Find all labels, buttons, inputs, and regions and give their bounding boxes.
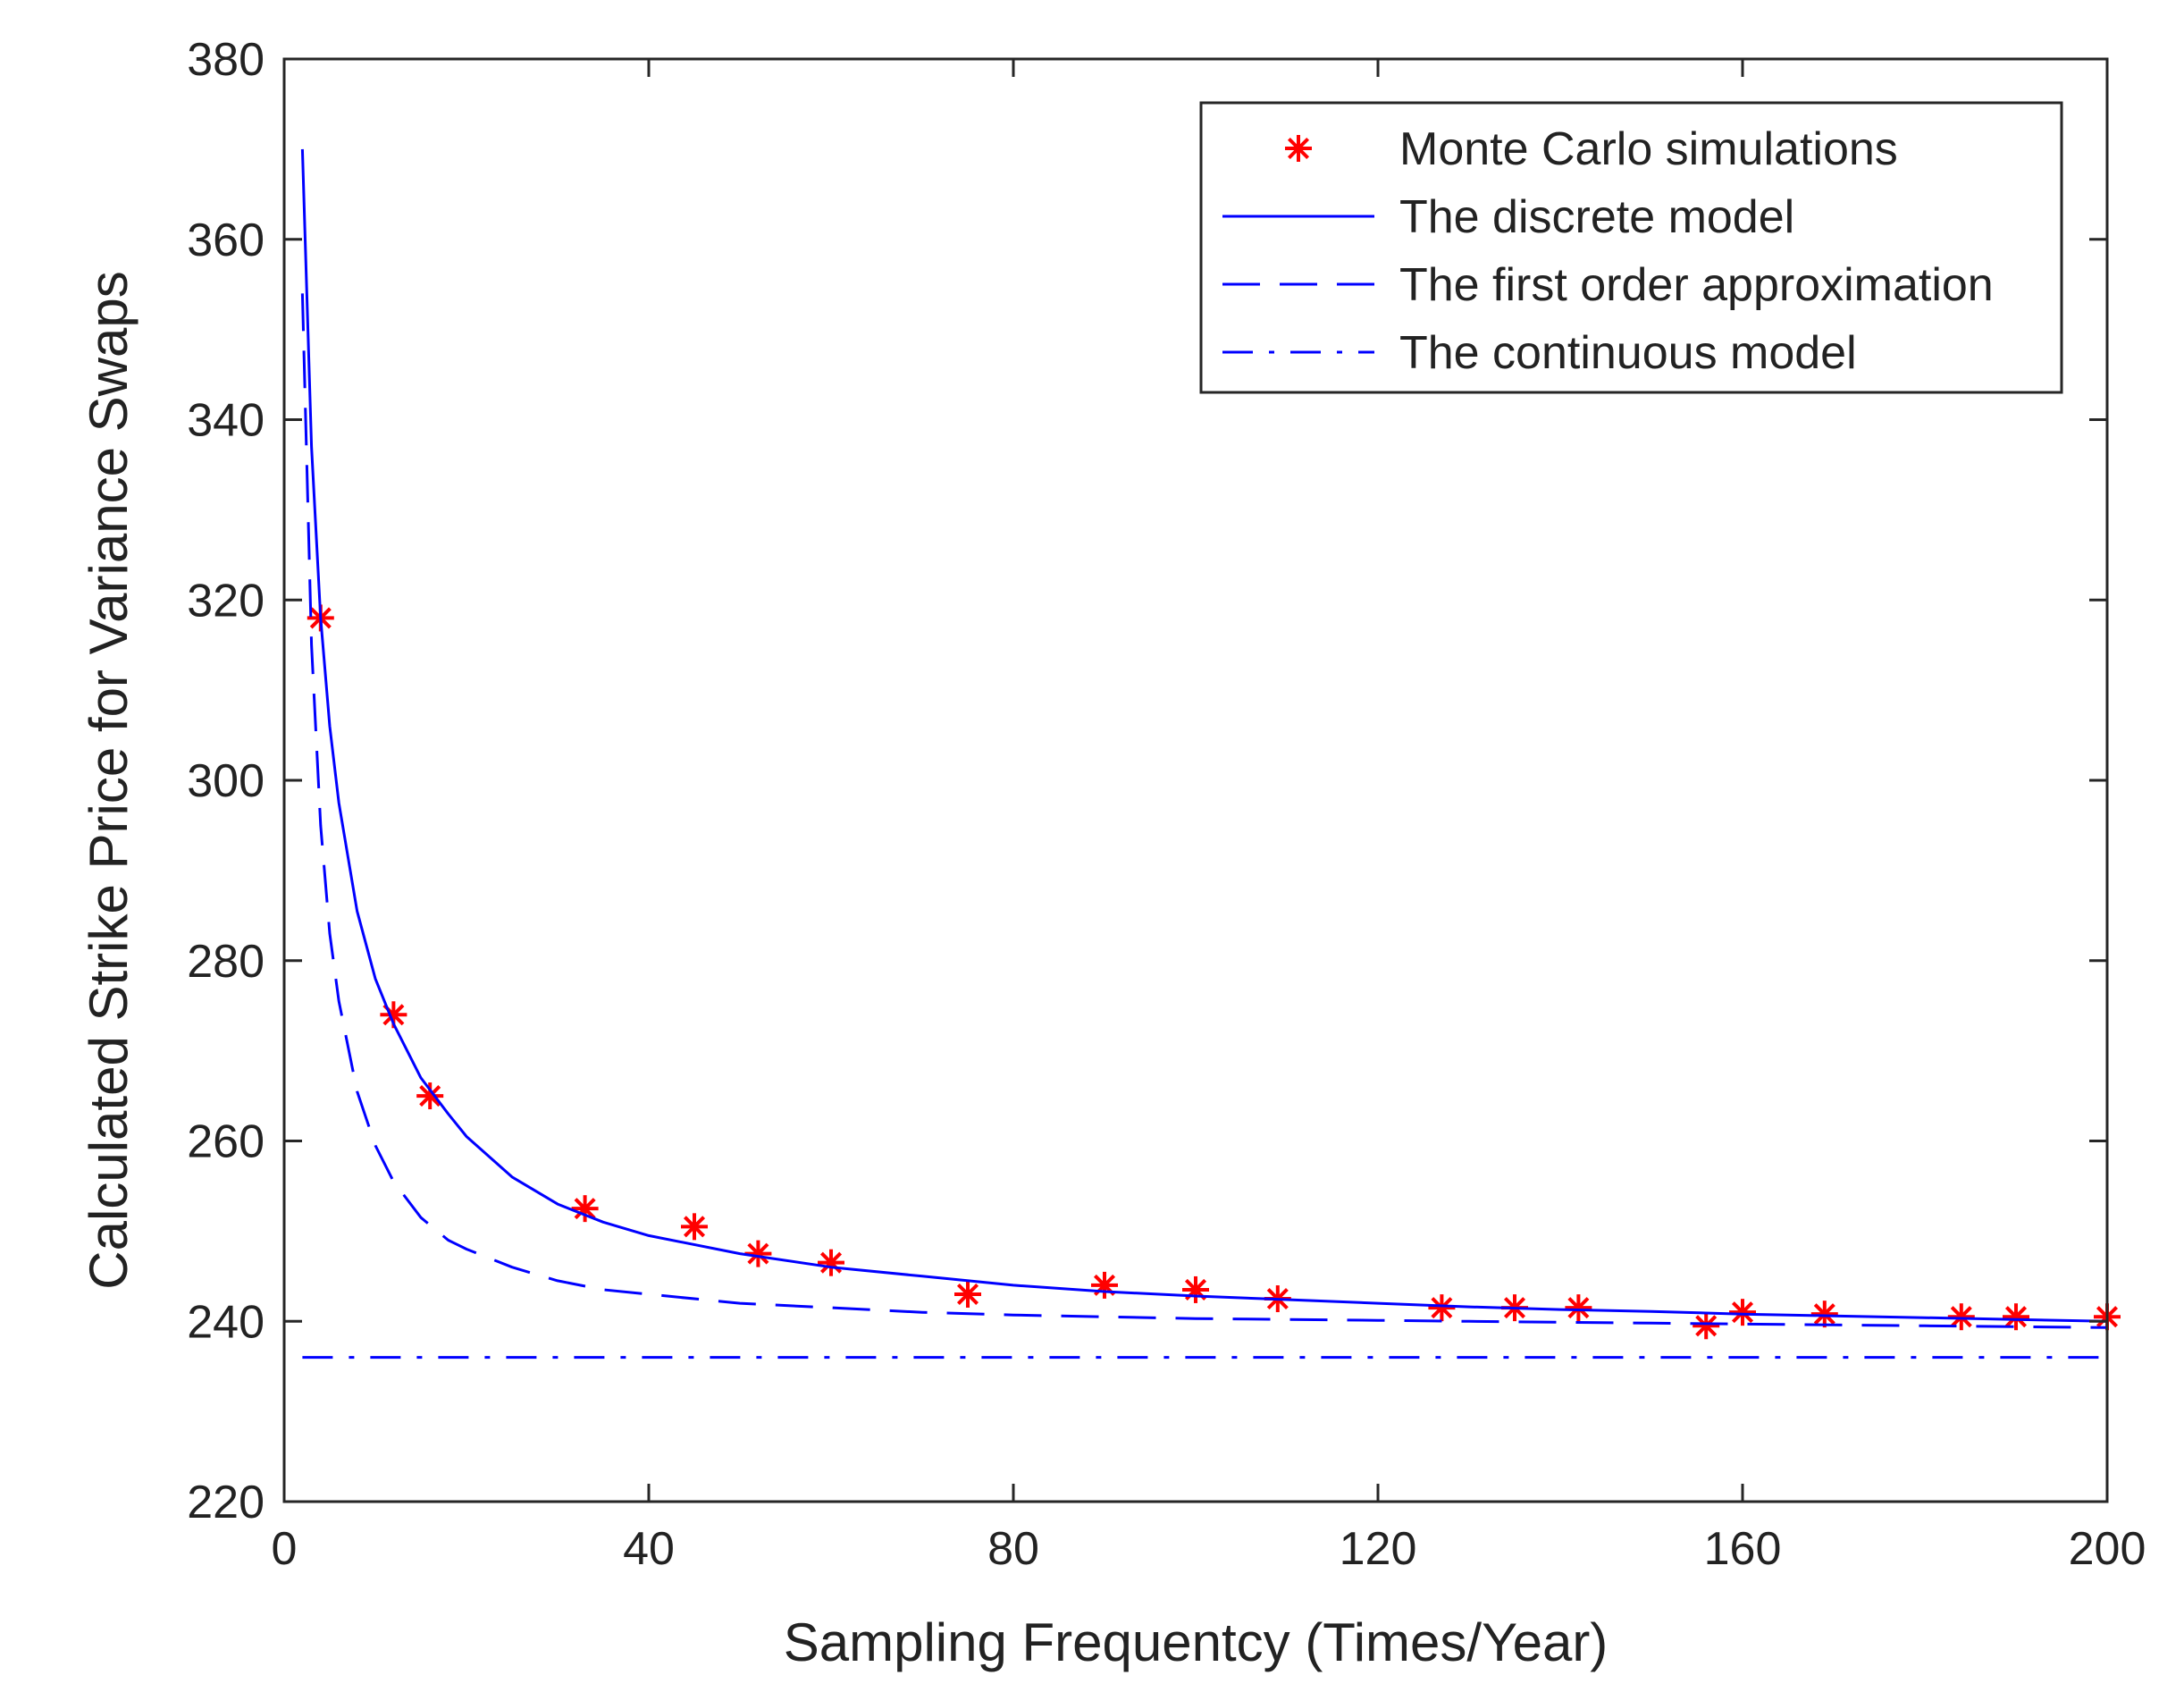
x-tick-label: 80 <box>987 1523 1039 1575</box>
monte-carlo-point <box>1182 1275 1209 1303</box>
x-tick-label: 160 <box>1704 1523 1782 1575</box>
monte-carlo-point <box>1091 1271 1118 1299</box>
legend: Monte Carlo simulations The discrete mode… <box>1199 101 2063 394</box>
y-tick-label: 240 <box>187 1296 265 1348</box>
legend-items: Monte Carlo simulations The discrete mode… <box>1222 123 1994 379</box>
x-tick-label: 40 <box>623 1523 675 1575</box>
x-axis-title: Sampling Frequentcy (Times/Year) <box>784 1612 1609 1672</box>
monte-carlo-point <box>954 1280 981 1308</box>
monte-carlo-point <box>1428 1294 1456 1322</box>
series-line-the-first-order-approximation <box>300 293 2108 1329</box>
monte-carlo-point <box>1565 1294 1592 1322</box>
y-axis-title: Calculated Strike Price for Variance Swa… <box>79 271 139 1289</box>
monte-carlo-point <box>1810 1301 1838 1328</box>
y-tick-label: 360 <box>187 215 265 266</box>
y-tick-label: 220 <box>187 1477 265 1528</box>
y-tick-label: 380 <box>187 34 265 86</box>
monte-carlo-point <box>416 1082 444 1110</box>
monte-carlo-point <box>681 1213 708 1241</box>
monte-carlo-point <box>2003 1303 2029 1331</box>
series-line-the-discrete-model <box>300 148 2108 1323</box>
monte-carlo-point <box>571 1195 599 1223</box>
plot-content <box>300 148 2121 1359</box>
monte-carlo-point <box>818 1249 844 1276</box>
legend-label: The continuous model <box>1399 327 1857 379</box>
y-tick-label: 280 <box>187 936 265 988</box>
monte-carlo-point <box>1693 1312 1720 1340</box>
x-tick-label: 200 <box>2069 1523 2146 1575</box>
y-tick-label: 300 <box>187 755 265 807</box>
legend-label: Monte Carlo simulations <box>1399 123 1898 175</box>
x-tick-label: 0 <box>272 1523 298 1575</box>
legend-box <box>1199 101 2063 394</box>
x-tick-label: 120 <box>1340 1523 1417 1575</box>
monte-carlo-point <box>744 1240 772 1267</box>
legend-label: The first order approximation <box>1399 259 1994 311</box>
legend-marker-asterisk <box>1285 135 1312 162</box>
y-tick-label: 320 <box>187 575 265 627</box>
y-tick-label: 260 <box>187 1116 265 1168</box>
legend-label: The discrete model <box>1399 191 1794 243</box>
ticks-layer: 0 40 80 120 160 200 220 240 260 280 300 320 340 360 38… <box>187 34 2146 1575</box>
monte-carlo-point <box>1947 1303 1975 1331</box>
monte-carlo-point <box>1729 1299 1756 1326</box>
y-tick-label: 340 <box>187 395 265 447</box>
